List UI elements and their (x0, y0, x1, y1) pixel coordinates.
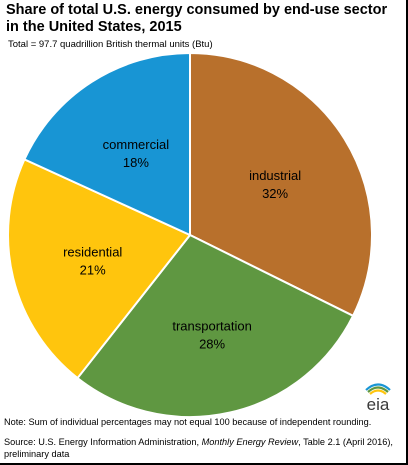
logo-stripe-blue (365, 383, 391, 391)
slice-label-industrial: industrial (249, 168, 301, 183)
slice-value-commercial: 18% (123, 155, 149, 170)
slice-label-residential: residential (63, 245, 122, 260)
slice-label-transportation: transportation (172, 319, 252, 334)
source-note: Source: U.S. Energy Information Administ… (4, 436, 404, 460)
pie-slice-industrial (189, 51, 373, 318)
pie-slice-residential (7, 158, 192, 380)
source-prefix: Source: U.S. Energy Information Administ… (4, 437, 202, 447)
eia-logo-icon: eia (365, 383, 391, 413)
slice-value-transportation: 28% (199, 337, 225, 352)
pie-slice-commercial (23, 51, 191, 237)
chart-subtitle: Total = 97.7 quadrillion British thermal… (8, 39, 213, 50)
chart-title: Share of total U.S. energy consumed by e… (6, 2, 388, 35)
logo-stripe-yellow (369, 389, 387, 395)
footnote: Note: Sum of individual percentages may … (4, 417, 372, 427)
source-publication: Monthly Energy Review (201, 437, 299, 447)
pie-slice-transportation (76, 233, 355, 418)
slice-value-residential: 21% (80, 263, 106, 278)
slice-label-commercial: commercial (103, 137, 170, 152)
slice-value-industrial: 32% (262, 186, 288, 201)
logo-stripe-green (367, 386, 389, 393)
eia-logo-text: eia (367, 395, 390, 413)
source-suffix: , Table 2.1 (April 2016), preliminary da… (4, 437, 393, 459)
